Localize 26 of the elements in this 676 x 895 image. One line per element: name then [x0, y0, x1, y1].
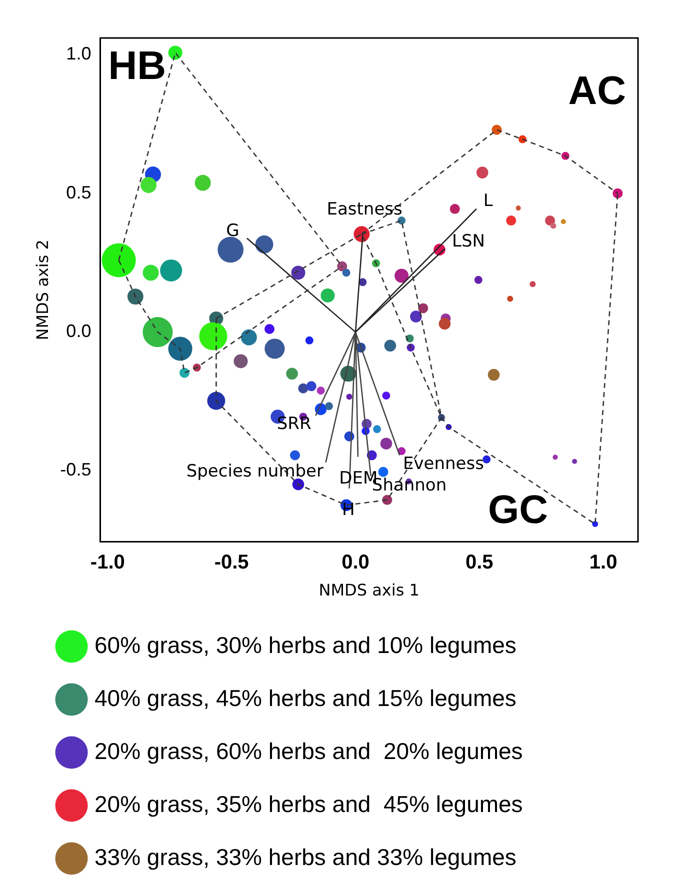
- annotation: AC: [568, 69, 626, 114]
- annotation: SRR: [276, 414, 312, 434]
- x-axis-title: NMDS axis 1: [318, 580, 420, 600]
- annotation: Eastness: [326, 200, 402, 220]
- annotation: L: [483, 191, 494, 212]
- annotation: Evenness: [402, 454, 484, 474]
- legend-label: 60% grass, 30% herbs and 10% legumes: [94, 632, 516, 658]
- legend-label: 20% grass, 35% herbs and 45% legumes: [94, 790, 523, 817]
- annotation: HB: [108, 44, 166, 88]
- x-tick-label: -1.0: [90, 551, 125, 574]
- annotation: Species number: [186, 462, 324, 482]
- legend-label: 40% grass, 45% herbs and 15% legumes: [94, 684, 516, 711]
- legend-label: 33% grass, 33% herbs and 33% legumes: [94, 844, 516, 870]
- annotation: G: [226, 221, 240, 242]
- x-tick-label: 0.5: [465, 551, 494, 574]
- x-tick-label: -0.5: [214, 551, 249, 574]
- legend-label: 20% grass, 60% herbs and 20% legumes: [94, 738, 523, 764]
- y-axis-title: NMDS axis 2: [32, 240, 52, 340]
- annotation: GC: [488, 488, 548, 532]
- y-tick-label: 0.5: [66, 182, 92, 202]
- annotation: LSN: [452, 231, 485, 252]
- x-tick-label: 0.0: [342, 551, 370, 574]
- y-tick-label: 0.0: [66, 321, 92, 342]
- x-tick-label: 1.0: [589, 551, 618, 574]
- y-tick-label: -0.5: [60, 460, 92, 480]
- y-tick-label: 1.0: [66, 44, 92, 64]
